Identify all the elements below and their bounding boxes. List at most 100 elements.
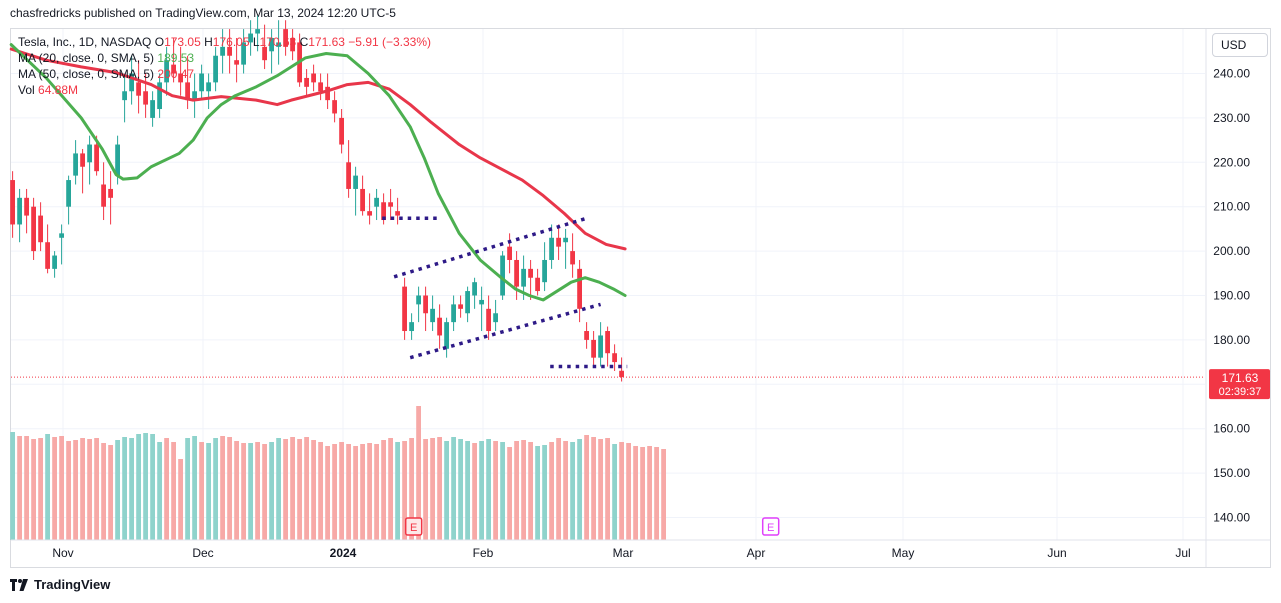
candle-body[interactable] <box>584 331 589 340</box>
ma20-line[interactable] <box>9 43 627 302</box>
chart-frame[interactable] <box>10 28 1271 568</box>
candle-body[interactable] <box>199 73 204 92</box>
candle-body[interactable] <box>318 82 323 92</box>
candle-body[interactable] <box>507 246 512 260</box>
candle-body[interactable] <box>479 299 484 305</box>
candle-body[interactable] <box>234 60 239 65</box>
candle-body[interactable] <box>563 237 568 243</box>
candle-body[interactable] <box>206 82 211 92</box>
candle-body[interactable] <box>108 188 113 198</box>
candle-body[interactable] <box>290 37 295 52</box>
candle-body[interactable] <box>157 82 162 110</box>
earnings-marker-icon[interactable] <box>761 517 780 536</box>
candle-body[interactable] <box>45 242 50 269</box>
candle-body[interactable] <box>311 73 316 83</box>
candle-body[interactable] <box>143 91 148 105</box>
candle-body[interactable] <box>367 211 372 216</box>
candle-body[interactable] <box>542 259 547 283</box>
candle-body[interactable] <box>577 268 582 309</box>
candle-body[interactable] <box>395 211 400 216</box>
candle-body[interactable] <box>521 268 526 287</box>
candle-body[interactable] <box>458 304 463 309</box>
candle-body[interactable] <box>17 197 22 225</box>
candle-body[interactable] <box>500 255 505 296</box>
candle-body[interactable] <box>38 215 43 243</box>
candle-body[interactable] <box>346 162 351 189</box>
candle-body[interactable] <box>451 304 456 323</box>
candle-body[interactable] <box>59 233 64 238</box>
candle-body[interactable] <box>213 55 218 83</box>
candle-body[interactable] <box>192 91 197 101</box>
candle-body[interactable] <box>360 188 365 212</box>
footer-brand[interactable]: TradingView <box>10 577 110 592</box>
candle-body[interactable] <box>437 317 442 336</box>
candle-body[interactable] <box>87 144 92 163</box>
candle-body[interactable] <box>339 117 344 145</box>
candle-body[interactable] <box>465 291 470 314</box>
candle-body[interactable] <box>598 335 603 358</box>
candle-body[interactable] <box>115 144 120 176</box>
channel-trendline[interactable] <box>409 302 602 360</box>
candle-body[interactable] <box>129 73 134 92</box>
candle-body[interactable] <box>535 277 540 292</box>
legend-ma50-row[interactable]: MA (50, close, 0, SMA, 5) 200.47 <box>18 66 431 82</box>
candle-body[interactable] <box>409 322 414 332</box>
candle-body[interactable] <box>612 353 617 363</box>
legend-vol-row[interactable]: Vol 64.88M <box>18 82 431 98</box>
candle-body[interactable] <box>269 37 274 52</box>
candle-body[interactable] <box>66 180 71 207</box>
candle-body[interactable] <box>248 33 253 43</box>
candle-body[interactable] <box>556 237 561 247</box>
candle-body[interactable] <box>171 64 176 74</box>
candle-body[interactable] <box>472 282 477 296</box>
candle-body[interactable] <box>220 46 225 56</box>
candle-body[interactable] <box>549 237 554 260</box>
candle-body[interactable] <box>353 175 358 189</box>
candle-body[interactable] <box>52 255 57 269</box>
currency-button[interactable]: USD <box>1212 33 1268 57</box>
legend-symbol[interactable]: Tesla, Inc., 1D, NASDAQ <box>18 35 152 49</box>
legend-ma20-row[interactable]: MA (20, close, 0, SMA, 5) 189.53 <box>18 50 431 66</box>
candle-body[interactable] <box>164 60 169 83</box>
candle-body[interactable] <box>122 91 127 101</box>
candle-body[interactable] <box>332 100 337 114</box>
candle-body[interactable] <box>10 180 15 225</box>
candle-body[interactable] <box>227 46 232 56</box>
candle-body[interactable] <box>493 313 498 323</box>
candle-body[interactable] <box>304 77 309 87</box>
candle-body[interactable] <box>430 308 435 323</box>
candle-body[interactable] <box>31 206 36 252</box>
candle-body[interactable] <box>444 322 449 349</box>
candle-body[interactable] <box>388 202 393 207</box>
candle-body[interactable] <box>262 46 267 61</box>
earnings-marker-icon[interactable] <box>404 517 423 536</box>
candle-body[interactable] <box>150 100 155 118</box>
candle-body[interactable] <box>73 153 78 176</box>
candle-body[interactable] <box>514 259 519 287</box>
candle-body[interactable] <box>486 308 491 332</box>
candle-body[interactable] <box>325 86 330 101</box>
ma50-line[interactable] <box>9 47 627 251</box>
candle-body[interactable] <box>416 295 421 305</box>
candle-body[interactable] <box>283 29 288 47</box>
candle-body[interactable] <box>80 153 85 167</box>
candle-body[interactable] <box>423 295 428 314</box>
candle-body[interactable] <box>255 29 260 34</box>
candle-body[interactable] <box>402 286 407 332</box>
candle-body[interactable] <box>136 82 141 96</box>
candle-body[interactable] <box>605 331 610 354</box>
candle-body[interactable] <box>276 42 281 47</box>
candle-body[interactable] <box>94 144 99 172</box>
candle-body[interactable] <box>185 82 190 101</box>
candle-body[interactable] <box>619 370 624 378</box>
candle-body[interactable] <box>241 42 246 65</box>
candle-body[interactable] <box>101 184 106 207</box>
candle-body[interactable] <box>381 202 386 221</box>
candle-body[interactable] <box>570 251 575 265</box>
candle-body[interactable] <box>591 339 596 358</box>
candle-body[interactable] <box>24 197 29 216</box>
candle-body[interactable] <box>178 73 183 83</box>
candle-body[interactable] <box>374 197 379 207</box>
candle-body[interactable] <box>528 268 533 278</box>
